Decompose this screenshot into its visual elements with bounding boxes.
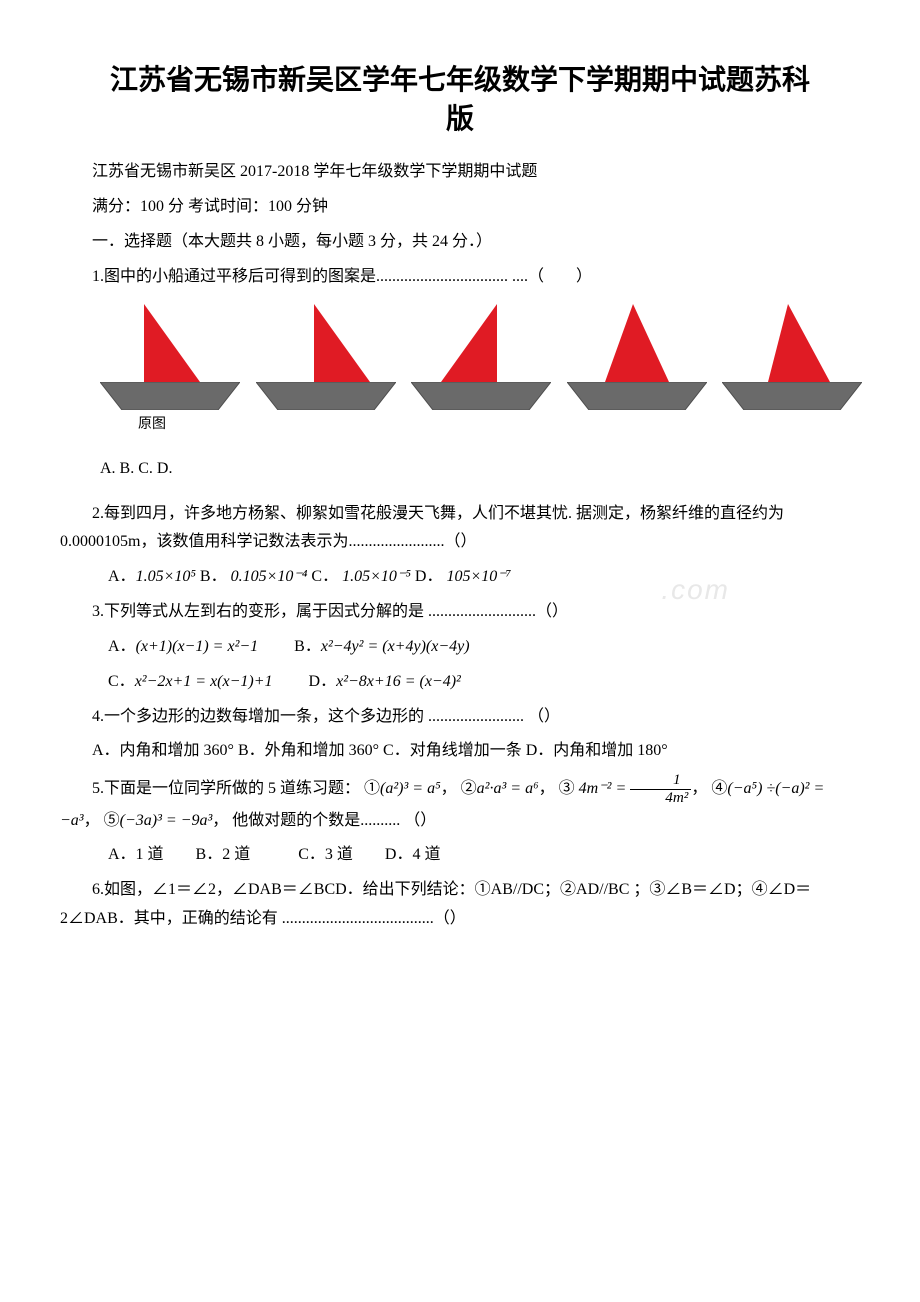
question-2: 2.每到四月，许多地方杨絮、柳絮如雪花般漫天飞舞，人们不堪其忧. 据测定，杨絮纤…: [60, 500, 860, 558]
q5-sep-2: ，: [539, 780, 559, 797]
section-heading: 一．选择题（本大题共 8 小题，每小题 3 分，共 24 分．）: [60, 228, 860, 257]
q5-fraction: 14m²: [630, 772, 691, 806]
q3-row1: A．(x+1)(x−1) = x²−1 B．x²−4y² = (x+4y)(x−…: [60, 633, 860, 662]
q2-opt-a: 1.05×10⁵: [136, 568, 196, 585]
q2-opt-d: 105×10⁻⁷: [442, 568, 511, 585]
q2-label-d: D．: [415, 568, 443, 585]
q3-label-b: B．: [262, 638, 321, 655]
q3-row2: C．x²−2x+1 = x(x−1)+1 D．x²−8x+16 = (x−4)²: [60, 668, 860, 697]
page-title-line1: 江苏省无锡市新吴区学年七年级数学下学期期中试题苏科: [110, 64, 810, 95]
q3-opt-c: x²−2x+1 = x(x−1)+1: [135, 673, 273, 690]
q2-options: .com A．1.05×10⁵ B． 0.105×10⁻⁴ C． 1.05×10…: [60, 563, 860, 592]
q1-options: A. B. C. D.: [60, 455, 860, 484]
q3-label-d: D．: [277, 673, 337, 690]
boat-option-d: [722, 300, 860, 410]
q3-label-a: A．: [108, 638, 136, 655]
q5-frac-den: 4m²: [630, 790, 691, 807]
q5-stem: 5.下面是一位同学所做的 5 道练习题：: [92, 780, 360, 797]
q3-label-c: C．: [108, 673, 135, 690]
question-3: 3.下列等式从左到右的变形，属于因式分解的是 .................…: [60, 598, 860, 627]
q2-label-b: B．: [200, 568, 227, 585]
q4-options: A．内角和增加 360° B．外角和增加 360° C．对角线增加一条 D．内角…: [60, 737, 860, 766]
q3-opt-d: x²−8x+16 = (x−4)²: [336, 673, 461, 690]
q5-circ-5: ⑤: [104, 812, 120, 829]
question-4: 4.一个多边形的边数每增加一条，这个多边形的 .................…: [60, 703, 860, 732]
q5-frac-num: 1: [630, 772, 691, 790]
q2-label-c: C．: [311, 568, 338, 585]
q5-sep-4: ，: [84, 812, 104, 829]
q3-opt-b: x²−4y² = (x+4y)(x−4y): [321, 638, 470, 655]
boat-original: [100, 300, 238, 410]
subtitle: 江苏省无锡市新吴区 2017-2018 学年七年级数学下学期期中试题: [60, 158, 860, 187]
q5-circ-1: ①: [364, 780, 380, 797]
q5-expr-5: (−3a)³ = −9a³: [120, 812, 213, 829]
q5-expr-3a: 4m⁻² =: [579, 780, 631, 797]
q2-opt-c: 1.05×10⁻⁵: [338, 568, 411, 585]
q5-circ-4: ④: [711, 780, 727, 797]
q5-circ-3: ③: [559, 780, 575, 797]
q5-circ-2: ②: [461, 780, 477, 797]
boat-option-b: [411, 300, 549, 410]
boats-figure: [100, 300, 860, 410]
exam-info: 满分：100 分 考试时间：100 分钟: [60, 193, 860, 222]
q2-label-a: A．: [108, 568, 136, 585]
q5-expr-2: a²·a³ = a⁶: [477, 780, 539, 797]
q5-sep-1: ，: [441, 780, 461, 797]
boat-option-c: [567, 300, 705, 410]
q2-opt-b: 0.105×10⁻⁴: [227, 568, 308, 585]
q5-sep-3: ，: [691, 780, 711, 797]
boat-option-a: [256, 300, 394, 410]
q5-expr-1: (a²)³ = a⁵: [380, 780, 441, 797]
q5-options: A．1 道 B．2 道 C．3 道 D．4 道: [60, 841, 860, 870]
original-label: 原图: [138, 412, 860, 437]
q5-tail: ， 他做对题的个数是.......... （）: [212, 812, 436, 829]
question-6: 6.如图，∠1＝∠2，∠DAB＝∠BCD．给出下列结论：①AB//DC；②AD/…: [60, 876, 860, 934]
page-title-line2: 版: [446, 103, 474, 134]
question-5: 5.下面是一位同学所做的 5 道练习题： ①(a²)³ = a⁵， ②a²·a³…: [60, 772, 860, 835]
q3-opt-a: (x+1)(x−1) = x²−1: [136, 638, 259, 655]
question-1: 1.图中的小船通过平移后可得到的图案是.....................…: [60, 263, 860, 292]
